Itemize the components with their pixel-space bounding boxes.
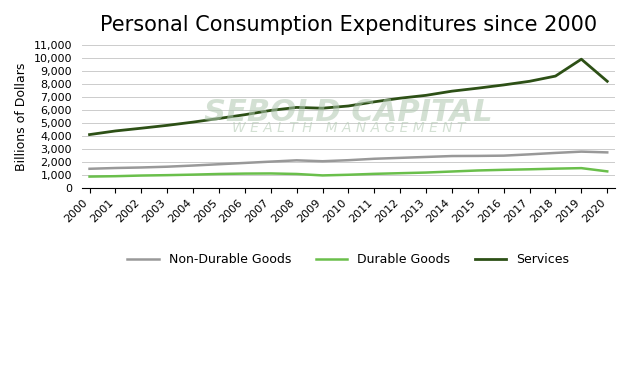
Services	[552, 74, 559, 78]
Durable Goods	[345, 172, 352, 177]
Durable Goods	[137, 173, 145, 178]
Non-Durable Goods	[604, 150, 611, 155]
Services	[215, 116, 223, 121]
Services	[189, 120, 197, 124]
Title: Personal Consumption Expenditures since 2000: Personal Consumption Expenditures since …	[100, 15, 597, 35]
Non-Durable Goods	[215, 162, 223, 166]
Non-Durable Goods	[578, 149, 585, 154]
Non-Durable Goods	[86, 166, 93, 171]
Durable Goods	[215, 172, 223, 176]
Services	[137, 126, 145, 131]
Non-Durable Goods	[189, 163, 197, 168]
Non-Durable Goods	[474, 154, 481, 158]
Services	[293, 105, 301, 110]
Non-Durable Goods	[396, 156, 404, 160]
Non-Durable Goods	[267, 159, 275, 164]
Non-Durable Goods	[163, 165, 171, 169]
Services	[345, 104, 352, 108]
Services	[526, 79, 534, 84]
Services	[500, 83, 508, 87]
Durable Goods	[189, 172, 197, 177]
Durable Goods	[319, 173, 326, 178]
Line: Services: Services	[89, 59, 607, 135]
Non-Durable Goods	[112, 166, 119, 170]
Non-Durable Goods	[241, 161, 249, 165]
Services	[604, 79, 611, 84]
Services	[319, 106, 326, 110]
Durable Goods	[500, 168, 508, 172]
Non-Durable Goods	[422, 155, 430, 159]
Durable Goods	[396, 171, 404, 175]
Durable Goods	[267, 171, 275, 176]
Non-Durable Goods	[345, 158, 352, 162]
Services	[112, 129, 119, 133]
Services	[86, 132, 93, 137]
Non-Durable Goods	[370, 157, 378, 161]
Durable Goods	[448, 169, 455, 174]
Durable Goods	[293, 172, 301, 176]
Services	[448, 89, 455, 93]
Durable Goods	[552, 166, 559, 171]
Durable Goods	[163, 173, 171, 177]
Durable Goods	[241, 171, 249, 176]
Services	[422, 93, 430, 98]
Services	[474, 86, 481, 90]
Line: Non-Durable Goods: Non-Durable Goods	[89, 152, 607, 169]
Legend: Non-Durable Goods, Durable Goods, Services: Non-Durable Goods, Durable Goods, Servic…	[122, 249, 575, 272]
Non-Durable Goods	[293, 158, 301, 162]
Services	[578, 57, 585, 61]
Durable Goods	[370, 172, 378, 176]
Durable Goods	[526, 167, 534, 172]
Durable Goods	[422, 170, 430, 175]
Non-Durable Goods	[500, 154, 508, 158]
Services	[370, 100, 378, 104]
Durable Goods	[604, 169, 611, 174]
Services	[241, 112, 249, 117]
Text: W E A L T H   M A N A G E M E N T: W E A L T H M A N A G E M E N T	[232, 121, 465, 135]
Services	[396, 96, 404, 100]
Durable Goods	[112, 174, 119, 178]
Non-Durable Goods	[319, 159, 326, 164]
Durable Goods	[474, 168, 481, 173]
Durable Goods	[578, 166, 585, 170]
Services	[267, 108, 275, 112]
Line: Durable Goods: Durable Goods	[89, 168, 607, 176]
Text: SEBOLD CAPITAL: SEBOLD CAPITAL	[204, 98, 493, 127]
Non-Durable Goods	[552, 151, 559, 155]
Durable Goods	[86, 174, 93, 179]
Y-axis label: Billions of Dollars: Billions of Dollars	[15, 62, 28, 171]
Non-Durable Goods	[448, 154, 455, 158]
Services	[163, 123, 171, 128]
Non-Durable Goods	[137, 165, 145, 170]
Non-Durable Goods	[526, 152, 534, 157]
